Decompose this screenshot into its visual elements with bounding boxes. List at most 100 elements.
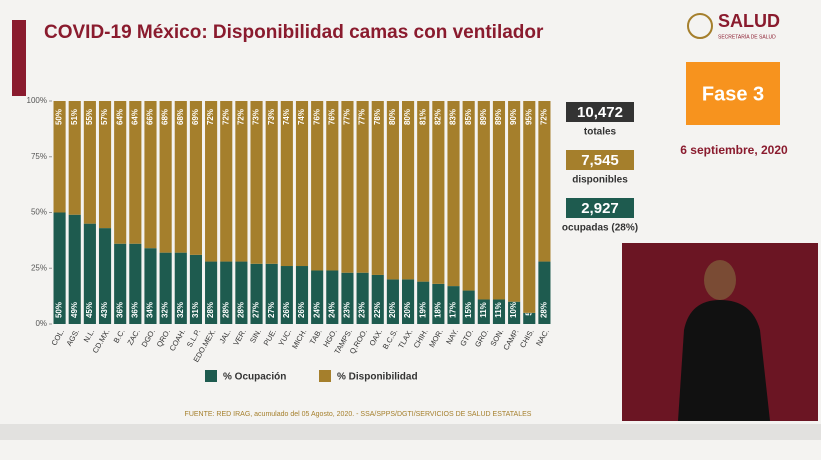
- stat-value: 7,545: [581, 152, 619, 169]
- value-label: 68%: [176, 109, 185, 125]
- bar-segment: [356, 272, 369, 324]
- y-tick-label: 75%: [31, 152, 47, 161]
- bar-segment: [432, 283, 445, 324]
- bar-segment: [386, 101, 399, 280]
- value-label: 22%: [373, 302, 382, 318]
- bar-segment: [53, 101, 66, 213]
- bar-segment: [371, 274, 384, 324]
- value-label: 76%: [312, 109, 321, 125]
- value-label: 11%: [494, 302, 503, 318]
- value-label: 90%: [509, 109, 518, 125]
- bar-segment: [250, 263, 263, 324]
- value-label: 55%: [85, 109, 94, 125]
- value-label: 73%: [252, 109, 261, 125]
- bar-segment: [174, 252, 187, 324]
- bar-segment: [477, 299, 490, 324]
- value-label: 72%: [206, 109, 215, 125]
- value-label: 36%: [130, 302, 139, 318]
- bar-segment: [508, 301, 521, 324]
- phase: Fase 3: [702, 83, 764, 105]
- value-label: 66%: [146, 109, 155, 125]
- bar-segment: [68, 101, 81, 215]
- accent-bar: [12, 20, 26, 96]
- source: FUENTE: RED IRAG, acumulado del 05 Agost…: [185, 411, 532, 418]
- stat-label: ocupadas (28%): [562, 223, 638, 234]
- value-label: 85%: [464, 109, 473, 125]
- legend-swatch: [319, 370, 331, 382]
- value-label: 74%: [282, 109, 291, 125]
- bar-segment: [371, 101, 384, 275]
- value-label: 20%: [403, 302, 412, 318]
- logo-sub: SECRETARÍA DE SALUD: [718, 33, 776, 40]
- chart-title: COVID-19 México: Disponibilidad camas co…: [44, 22, 544, 43]
- date: 6 septiembre, 2020: [680, 143, 788, 157]
- bar-segment: [311, 101, 324, 271]
- bar-segment: [83, 101, 96, 224]
- value-label: 72%: [540, 109, 549, 125]
- bottom-band: [0, 424, 821, 440]
- bar-segment: [402, 101, 415, 280]
- bar-segment: [538, 261, 551, 324]
- value-label: 24%: [327, 302, 336, 318]
- bar-segment: [326, 270, 339, 324]
- stat-box: [566, 198, 634, 218]
- bar-segment: [295, 101, 309, 267]
- bar-segment: [220, 261, 233, 324]
- value-label: 81%: [418, 109, 427, 125]
- bar-segment: [492, 299, 506, 324]
- value-label: 72%: [221, 109, 230, 125]
- value-label: 57%: [100, 109, 109, 125]
- legend-swatch: [205, 370, 217, 382]
- value-label: 32%: [161, 302, 170, 318]
- bar-segment: [129, 101, 142, 244]
- value-label: 32%: [176, 302, 185, 318]
- bar-segment: [326, 101, 339, 271]
- bar-segment: [447, 286, 460, 324]
- value-label: 89%: [494, 109, 503, 125]
- bar-segment: [250, 101, 263, 264]
- bar-segment: [235, 101, 248, 262]
- bar-segment: [144, 101, 157, 249]
- stat-label: totales: [584, 127, 617, 138]
- value-label: 26%: [297, 302, 306, 318]
- value-label: 11%: [479, 302, 488, 318]
- value-label: 20%: [388, 302, 397, 318]
- stat-box: [566, 150, 634, 170]
- value-label: 36%: [115, 302, 124, 318]
- value-label: 77%: [358, 109, 367, 125]
- bar-segment: [114, 101, 127, 244]
- value-label: 69%: [191, 109, 200, 125]
- bar-segment: [523, 101, 536, 313]
- value-label: 34%: [146, 302, 155, 318]
- value-label: 74%: [297, 109, 306, 125]
- value-label: 27%: [267, 302, 276, 318]
- value-label: 76%: [327, 109, 336, 125]
- bar-segment: [159, 101, 172, 253]
- value-label: 28%: [237, 302, 246, 318]
- value-label: 82%: [433, 109, 442, 125]
- bar-segment: [280, 101, 293, 267]
- bar-segment: [265, 263, 278, 324]
- y-tick-label: 50%: [31, 208, 47, 217]
- bar-segment: [447, 101, 460, 287]
- value-label: 28%: [540, 302, 549, 318]
- logo: SALUD: [718, 11, 780, 31]
- bar-segment: [280, 266, 293, 324]
- value-label: 83%: [449, 109, 458, 125]
- bar-segment: [295, 266, 309, 324]
- value-label: 19%: [418, 302, 427, 318]
- bar-segment: [508, 101, 521, 302]
- bar-segment: [265, 101, 278, 264]
- bar-segment: [189, 101, 202, 255]
- bar-segment: [129, 243, 142, 324]
- legend-label: % Disponibilidad: [337, 372, 418, 383]
- bar-segment: [83, 223, 96, 324]
- value-label: 73%: [267, 109, 276, 125]
- bar-segment: [68, 214, 81, 324]
- value-label: 68%: [161, 109, 170, 125]
- value-label: 80%: [403, 109, 412, 125]
- bar-segment: [159, 252, 172, 324]
- value-label: 51%: [70, 109, 79, 125]
- value-label: 45%: [85, 302, 94, 318]
- bar-segment: [477, 101, 490, 300]
